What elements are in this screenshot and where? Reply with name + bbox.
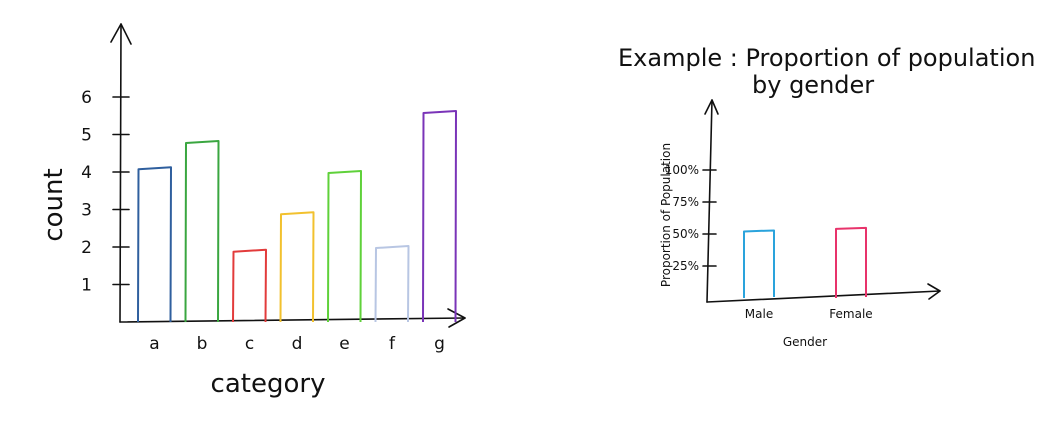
bar-b xyxy=(184,140,220,323)
y-tick-label-50: 50% xyxy=(672,227,699,241)
y-tick-label-1: 1 xyxy=(81,276,92,296)
right-y-axis-label: Proportion of Population xyxy=(659,143,673,287)
y-tick-label-100: 100% xyxy=(665,163,699,177)
right-x-tick-labels: Male Female xyxy=(745,307,873,321)
x-tick-label-female: Female xyxy=(829,307,872,321)
left-x-axis xyxy=(119,308,466,328)
x-tick-label-c: c xyxy=(245,334,254,354)
right-bars xyxy=(743,226,867,298)
left-y-axis xyxy=(110,23,132,323)
right-y-ticks: 25% 50% 75% 100% xyxy=(665,163,717,273)
y-tick-label-75: 75% xyxy=(672,195,699,209)
right-chart-title-line2: by gender xyxy=(752,71,874,99)
x-tick-label-g: g xyxy=(434,334,445,354)
left-x-axis-label: category xyxy=(211,369,326,399)
left-x-tick-labels: a b c d e f g xyxy=(149,334,445,354)
y-tick-label-2: 2 xyxy=(81,238,92,258)
bar-g xyxy=(422,110,457,323)
right-x-axis-label: Gender xyxy=(783,335,827,349)
left-bars xyxy=(137,110,457,323)
right-chart-title-line1: Example : Proportion of population xyxy=(618,44,1035,72)
y-tick-label-25: 25% xyxy=(672,259,699,273)
x-tick-label-d: d xyxy=(292,334,303,354)
y-tick-label-3: 3 xyxy=(81,201,92,221)
left-y-axis-label: count xyxy=(39,168,69,241)
right-x-axis xyxy=(706,283,941,303)
y-tick-label-5: 5 xyxy=(81,126,92,146)
bar-c xyxy=(232,248,267,323)
chart-category-count: 1 2 3 4 5 6 a b c d e f g category count xyxy=(39,23,466,399)
x-tick-label-male: Male xyxy=(745,307,773,321)
x-tick-label-e: e xyxy=(339,334,349,354)
bar-f xyxy=(374,245,410,323)
bar-e xyxy=(327,170,362,323)
y-tick-label-4: 4 xyxy=(81,163,92,183)
bar-male xyxy=(743,229,775,298)
right-y-axis xyxy=(704,99,719,303)
y-tick-label-6: 6 xyxy=(81,88,92,108)
bar-a xyxy=(137,166,172,323)
bar-d xyxy=(279,211,315,323)
x-tick-label-b: b xyxy=(197,334,208,354)
x-tick-label-a: a xyxy=(149,334,159,354)
left-y-ticks: 1 2 3 4 5 6 xyxy=(81,88,130,296)
chart-gender-proportion: Example : Proportion of population by ge… xyxy=(618,44,1035,349)
bar-female xyxy=(835,226,867,298)
x-tick-label-f: f xyxy=(389,334,396,354)
